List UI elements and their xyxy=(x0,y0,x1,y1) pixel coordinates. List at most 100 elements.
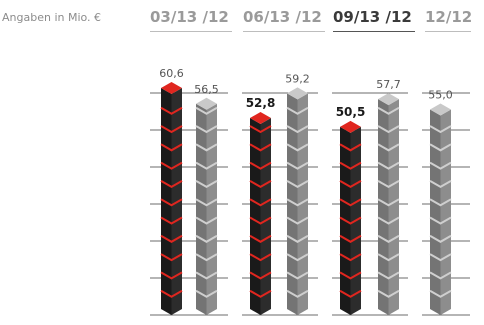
value-label: 55,0 xyxy=(428,89,453,102)
bar-left-face xyxy=(378,99,389,315)
bar-segment-ribbon xyxy=(160,253,183,262)
bar-segment-ribbon xyxy=(195,271,218,280)
bar-segment-ribbon xyxy=(339,161,362,170)
bar-segment-ribbon xyxy=(195,234,218,243)
value-label: 52,8 xyxy=(246,96,276,110)
bar-segment-ribbon xyxy=(195,216,218,225)
bar-segment-ribbon xyxy=(429,180,452,189)
bar-segment-ribbon xyxy=(249,253,272,262)
bar-segment-ribbon xyxy=(249,234,272,243)
bar-segment-ribbon xyxy=(339,253,362,262)
bar-top-face xyxy=(196,97,217,110)
bar-segment-ribbon xyxy=(249,289,272,298)
bar-segment-ribbon xyxy=(339,234,362,243)
value-label: 50,5 xyxy=(336,105,366,119)
value-label: 60,6 xyxy=(159,67,184,80)
bar-segment-ribbon xyxy=(377,180,400,189)
bar-segment-ribbon xyxy=(429,125,452,134)
bar-segment-ribbon xyxy=(286,125,309,134)
compare-label: /12 xyxy=(385,8,412,26)
bar-left-face xyxy=(196,103,207,315)
period-label: 09/13 xyxy=(333,8,381,26)
bar-segment-ribbon xyxy=(195,161,218,170)
period-tab-09-13[interactable]: 09/13 /12 xyxy=(333,8,415,32)
bar-segment-ribbon xyxy=(195,198,218,207)
value-label: 57,7 xyxy=(376,78,401,91)
bar-segment-ribbon xyxy=(429,289,452,298)
bar-segment-ribbon xyxy=(286,253,309,262)
bar-segment-ribbon xyxy=(339,271,362,280)
bar-segment-ribbon xyxy=(377,234,400,243)
bar-segment-ribbon xyxy=(429,216,452,225)
bar-segment-ribbon xyxy=(160,161,183,170)
bar-segment-ribbon xyxy=(429,198,452,207)
bar-segment-ribbon xyxy=(339,216,362,225)
bar-segment-ribbon xyxy=(429,234,452,243)
compare-label: /12 xyxy=(295,8,322,26)
bar-segment-ribbon xyxy=(160,180,183,189)
bar-segment-ribbon xyxy=(195,125,218,134)
bar-segment-ribbon xyxy=(377,106,400,115)
bar-segment-ribbon xyxy=(286,271,309,280)
bar-segment-ribbon xyxy=(377,216,400,225)
value-label: 59,2 xyxy=(285,72,310,85)
compare-label: /12 xyxy=(202,8,229,26)
bar-segment-ribbon xyxy=(160,289,183,298)
bar-segment-ribbon xyxy=(195,253,218,262)
bar-segment-ribbon xyxy=(429,271,452,280)
bar-segment-ribbon xyxy=(195,289,218,298)
bar-segment-ribbon xyxy=(286,106,309,115)
period-tab-06-13[interactable]: 06/13 /12 xyxy=(243,8,325,32)
bar-segment-ribbon xyxy=(377,143,400,152)
bar-segment-ribbon xyxy=(429,161,452,170)
bar-segment-ribbon xyxy=(286,198,309,207)
bar-segment-ribbon xyxy=(339,180,362,189)
bar-segment-ribbon xyxy=(339,198,362,207)
bar-top-face xyxy=(250,111,271,124)
bar-segment-ribbon xyxy=(249,143,272,152)
unit-label: Angaben in Mio. € xyxy=(2,11,102,24)
bar-segment-ribbon xyxy=(160,234,183,243)
period-label: 12/12 xyxy=(425,8,473,26)
bar-segment-ribbon xyxy=(429,253,452,262)
bar-segment-ribbon xyxy=(377,198,400,207)
bar-top-face xyxy=(340,120,361,133)
bar-segment-ribbon xyxy=(286,161,309,170)
bar-segment-ribbon xyxy=(160,271,183,280)
period-label: 06/13 xyxy=(243,8,291,26)
bar-segment-ribbon xyxy=(195,106,218,115)
bar-segment-ribbon xyxy=(286,234,309,243)
bar-segment-ribbon xyxy=(377,161,400,170)
bar-segment-ribbon xyxy=(160,216,183,225)
bar-segment-ribbon xyxy=(249,198,272,207)
bar-segment-ribbon xyxy=(377,271,400,280)
bar-segment-ribbon xyxy=(377,289,400,298)
bar-segment-ribbon xyxy=(249,271,272,280)
bar-top-face xyxy=(430,103,451,116)
bar-right-face xyxy=(388,99,399,315)
bar-left-face xyxy=(430,109,441,315)
bar-segment-ribbon xyxy=(249,180,272,189)
value-label: 56,5 xyxy=(194,83,219,96)
bar-segment-ribbon xyxy=(249,161,272,170)
bar-segment-ribbon xyxy=(339,143,362,152)
bar-segment-ribbon xyxy=(377,125,400,134)
bar-segment-ribbon xyxy=(195,143,218,152)
period-tab-12-12[interactable]: 12/12 xyxy=(425,8,473,32)
period-label: 03/13 xyxy=(150,8,198,26)
bar-segment-ribbon xyxy=(377,253,400,262)
bar-segment-ribbon xyxy=(429,143,452,152)
bar-segment-ribbon xyxy=(339,289,362,298)
bar-right-face xyxy=(206,103,217,315)
bar-top-face xyxy=(287,87,308,100)
bar-segment-ribbon xyxy=(286,180,309,189)
bar-segment-ribbon xyxy=(160,143,183,152)
bar-segment-ribbon xyxy=(249,216,272,225)
bar-segment-ribbon xyxy=(195,180,218,189)
bar-segment-ribbon xyxy=(160,125,183,134)
bar-top-face xyxy=(378,93,399,106)
bar-segment-ribbon xyxy=(286,143,309,152)
period-tab-03-13[interactable]: 03/13 /12 xyxy=(150,8,232,32)
bar-segment-ribbon xyxy=(249,125,272,134)
